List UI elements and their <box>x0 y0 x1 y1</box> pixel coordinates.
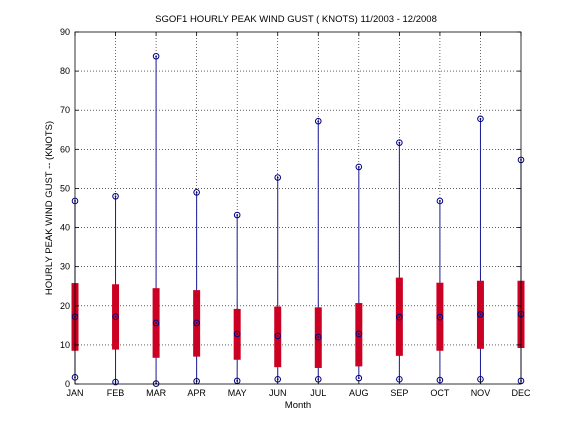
grid <box>75 32 521 384</box>
max-marker <box>274 174 282 181</box>
box-nov <box>476 115 484 383</box>
max-marker-dot <box>236 214 239 216</box>
box-sep <box>395 139 403 383</box>
plot-frame <box>74 31 522 385</box>
box-oct <box>436 197 444 384</box>
max-marker <box>396 139 403 146</box>
max-marker-dot <box>439 200 441 202</box>
max-marker-dot <box>479 117 482 120</box>
min-marker-dot <box>276 378 279 381</box>
max-marker <box>152 52 160 60</box>
x-tick-label: MAR <box>146 388 167 398</box>
y-ticks: 0 10 20 30 40 50 60 70 80 90 <box>60 27 521 389</box>
max-marker <box>233 211 241 219</box>
y-tick-label: 70 <box>60 105 70 115</box>
min-marker-dot <box>479 378 482 381</box>
min-marker-dot <box>357 377 360 380</box>
x-axis-label: Month <box>285 400 311 411</box>
median-marker-dot <box>439 316 441 319</box>
median-marker <box>152 319 160 327</box>
median-marker <box>193 319 200 327</box>
median-marker <box>396 313 403 321</box>
x-ticks: JAN FEB MAR APR MAY JUN JUL AUG SEP OCT NOV DEC <box>66 32 531 398</box>
x-tick-label: OCT <box>430 388 450 398</box>
median-marker-dot <box>195 322 198 324</box>
max-marker <box>436 197 444 205</box>
median-marker <box>436 313 444 321</box>
max-marker-dot <box>317 120 320 123</box>
median-marker-dot <box>276 334 279 337</box>
x-tick-label: AUG <box>349 388 369 398</box>
box-jul <box>314 117 322 383</box>
x-tick-label: JUN <box>269 388 287 398</box>
max-marker-dot <box>114 195 117 198</box>
median-marker-dot <box>479 313 482 316</box>
median-marker <box>112 313 119 321</box>
y-axis-label: HOURLY PEAK WIND GUST -- (KNOTS) <box>44 121 55 295</box>
box-may <box>233 211 241 385</box>
y-tick-label: 50 <box>60 183 70 193</box>
x-tick-label: NOV <box>471 388 491 398</box>
min-marker <box>112 378 119 386</box>
max-marker <box>355 163 363 171</box>
y-tick-label: 80 <box>60 66 70 76</box>
box-apr <box>193 189 201 385</box>
x-tick-label: SEP <box>390 388 408 398</box>
max-marker-dot <box>155 55 157 58</box>
y-tick-label: 10 <box>60 340 70 350</box>
y-tick-label: 40 <box>60 223 70 233</box>
median-marker-dot <box>114 315 117 318</box>
y-tick-label: 0 <box>65 379 70 389</box>
x-tick-label: MAY <box>228 388 247 398</box>
median-marker <box>314 333 322 341</box>
max-marker-dot <box>195 191 198 194</box>
min-marker-dot <box>317 378 320 381</box>
median-marker <box>274 332 282 340</box>
y-tick-label: 20 <box>60 301 70 311</box>
x-tick-label: JAN <box>66 388 83 398</box>
median-marker-dot <box>317 336 320 338</box>
box-plots <box>71 52 525 387</box>
max-marker-dot <box>398 141 401 144</box>
max-marker <box>314 117 322 125</box>
x-tick-label: APR <box>187 388 206 398</box>
max-marker <box>477 115 484 123</box>
median-marker <box>355 330 363 338</box>
min-marker-dot <box>398 378 401 381</box>
median-marker-dot <box>236 333 239 335</box>
chart-title: SGOF1 HOURLY PEAK WIND GUST ( KNOTS) 11/… <box>155 14 437 25</box>
median-marker-dot <box>155 322 157 324</box>
iqr-box <box>274 306 282 368</box>
y-tick-label: 60 <box>60 144 70 154</box>
max-marker-dot <box>357 166 360 168</box>
box-mar <box>152 52 160 387</box>
median-marker <box>233 330 241 338</box>
x-tick-label: DEC <box>511 388 531 398</box>
max-marker <box>112 192 119 200</box>
x-tick-label: FEB <box>107 388 125 398</box>
box-feb <box>112 192 120 386</box>
y-tick-label: 30 <box>60 262 70 272</box>
y-tick-label: 90 <box>60 27 70 37</box>
median-marker-dot <box>357 333 360 335</box>
median-marker <box>477 311 484 318</box>
max-marker <box>193 189 200 196</box>
max-marker-dot <box>276 176 279 179</box>
box-jun <box>274 174 282 383</box>
x-tick-label: JUL <box>310 388 326 398</box>
box-aug <box>355 163 363 382</box>
median-marker-dot <box>398 316 401 319</box>
